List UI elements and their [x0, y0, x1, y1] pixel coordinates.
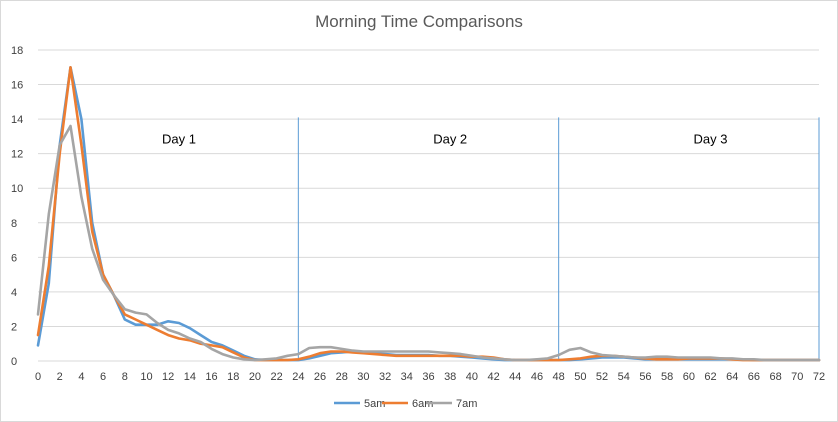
x-tick-label: 44 [509, 371, 521, 383]
day-labels: Day 1 Day 2 Day 3 [162, 131, 727, 146]
y-tick-label: 16 [11, 80, 23, 92]
y-tick-label: 0 [11, 356, 17, 368]
x-tick-label: 36 [422, 371, 434, 383]
x-tick-label: 16 [205, 371, 217, 383]
x-tick-label: 68 [769, 371, 781, 383]
x-tick-label: 6 [100, 371, 106, 383]
x-tick-label: 50 [574, 371, 586, 383]
x-tick-label: 40 [466, 371, 478, 383]
y-tick-label: 6 [11, 252, 17, 264]
y-tick-label: 18 [11, 45, 23, 57]
legend-label: 7am [456, 398, 477, 410]
x-tick-label: 24 [292, 371, 304, 383]
chart-title: Morning Time Comparisons [315, 12, 523, 31]
series-line-6am [36, 66, 821, 362]
gridlines [38, 49, 819, 362]
x-tick-label: 20 [249, 371, 261, 383]
y-tick-label: 8 [11, 218, 17, 230]
day-label: Day 1 [162, 131, 196, 146]
x-axis-ticks: 0 2 4 6 8 10 12 14 16 18 20 22 24 26 28 30 32 34 36 38 40 42 4… [35, 371, 825, 383]
x-tick-label: 32 [379, 371, 391, 383]
x-tick-label: 64 [726, 371, 738, 383]
x-tick-label: 62 [704, 371, 716, 383]
x-tick-label: 42 [487, 371, 499, 383]
x-tick-label: 12 [162, 371, 174, 383]
x-tick-label: 60 [683, 371, 695, 383]
x-tick-label: 4 [78, 371, 84, 383]
y-tick-label: 14 [11, 114, 23, 126]
x-tick-label: 70 [791, 371, 803, 383]
day-label: Day 3 [694, 131, 728, 146]
x-tick-label: 48 [553, 371, 565, 383]
x-tick-label: 54 [618, 371, 630, 383]
x-tick-label: 18 [227, 371, 239, 383]
series-line-7am [36, 124, 821, 362]
x-tick-label: 26 [314, 371, 326, 383]
x-tick-label: 66 [748, 371, 760, 383]
day-label: Day 2 [433, 131, 467, 146]
x-tick-label: 34 [401, 371, 413, 383]
legend-label: 5am [364, 398, 385, 410]
y-tick-label: 10 [11, 183, 23, 195]
y-tick-label: 12 [11, 149, 23, 161]
day-dividers [297, 117, 820, 361]
x-tick-label: 56 [639, 371, 651, 383]
legend-label: 6am [412, 398, 433, 410]
x-tick-label: 10 [140, 371, 152, 383]
series-line-5am [36, 66, 821, 362]
x-tick-label: 28 [336, 371, 348, 383]
x-tick-label: 58 [661, 371, 673, 383]
x-tick-label: 38 [444, 371, 456, 383]
x-tick-label: 14 [184, 371, 196, 383]
x-tick-label: 30 [357, 371, 369, 383]
y-tick-label: 4 [11, 287, 17, 299]
x-tick-label: 8 [122, 371, 128, 383]
x-tick-label: 52 [596, 371, 608, 383]
x-tick-label: 2 [57, 371, 63, 383]
legend: 5am 6am 7am [334, 398, 477, 410]
x-tick-label: 46 [531, 371, 543, 383]
series-lines [36, 66, 821, 362]
y-tick-label: 2 [11, 321, 17, 333]
x-tick-label: 22 [271, 371, 283, 383]
x-tick-label: 0 [35, 371, 41, 383]
x-tick-label: 72 [813, 371, 825, 383]
y-axis-ticks: 0 2 4 6 8 10 12 14 16 18 [11, 45, 23, 368]
